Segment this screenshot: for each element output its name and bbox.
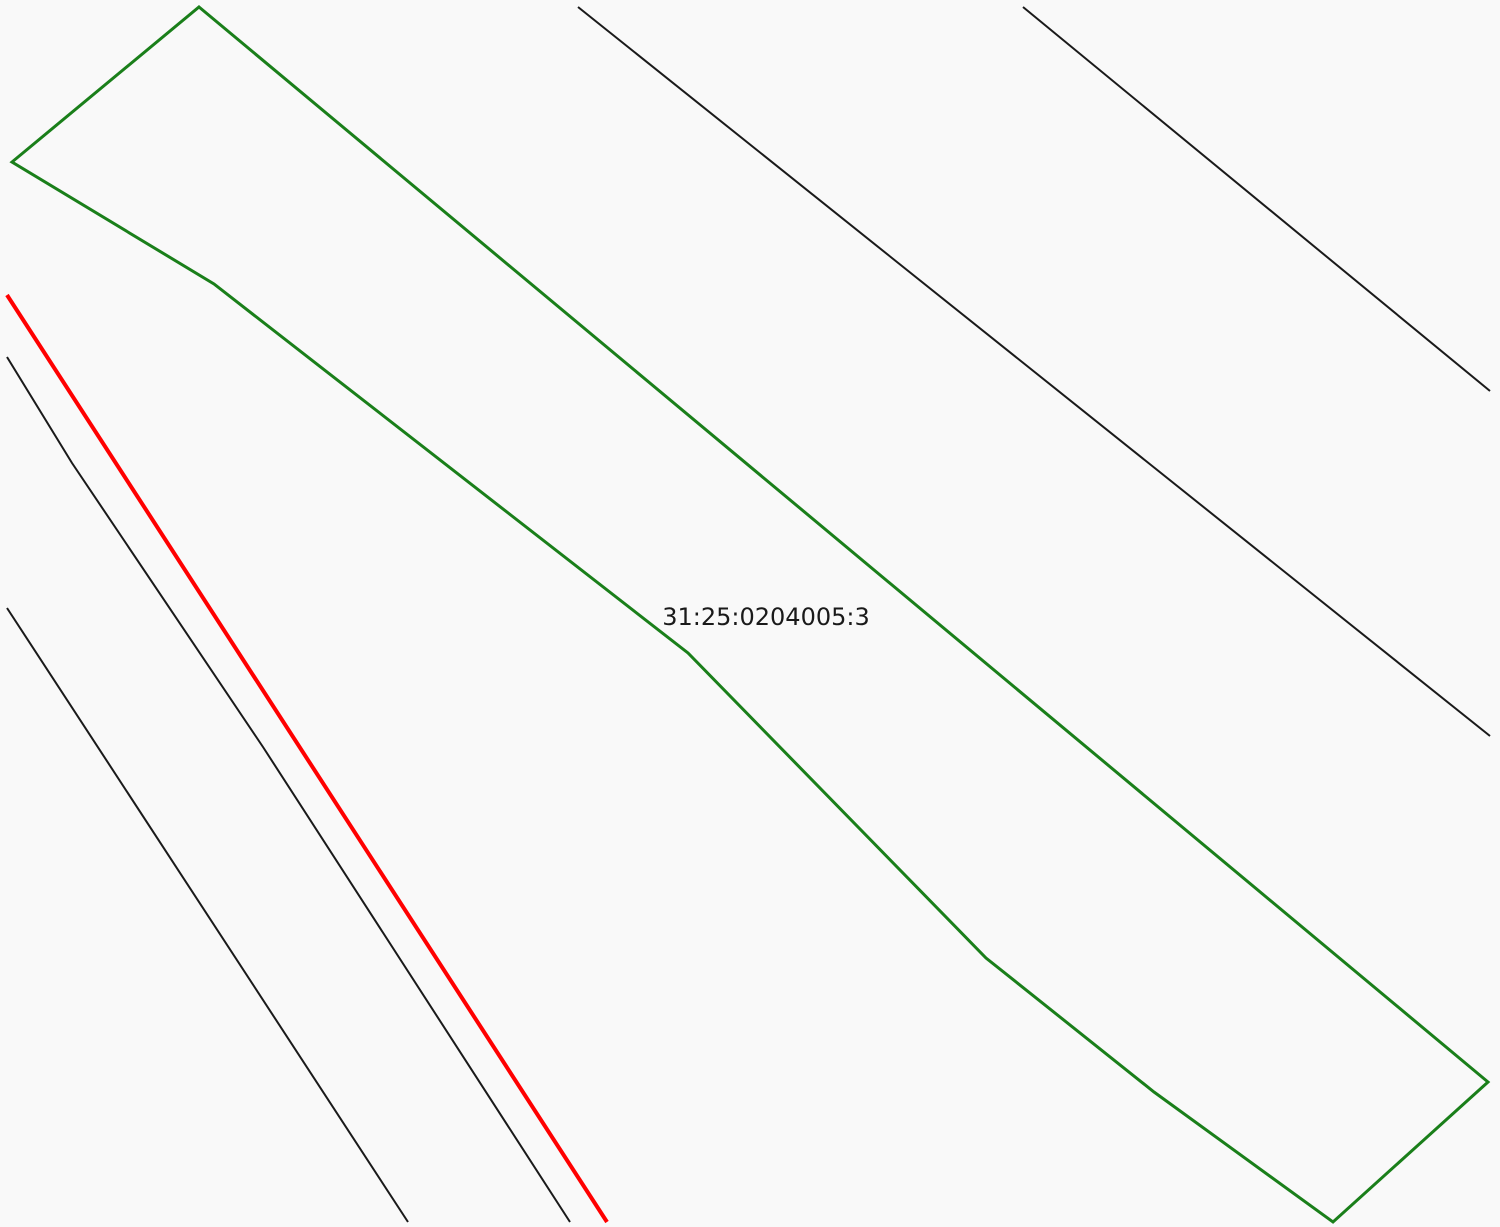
boundary-line-top-right bbox=[1022, 6, 1491, 392]
boundary-line-top-middle bbox=[577, 6, 1491, 737]
parcel-cadastral-label[interactable]: 31:25:0204005:3 bbox=[662, 603, 870, 631]
parcel-outline[interactable] bbox=[9, 5, 1491, 1224]
boundary-line-left-inner bbox=[6, 356, 571, 1223]
boundary-line-left-outer bbox=[6, 607, 409, 1223]
highlighted-boundary-line[interactable] bbox=[5, 293, 609, 1224]
